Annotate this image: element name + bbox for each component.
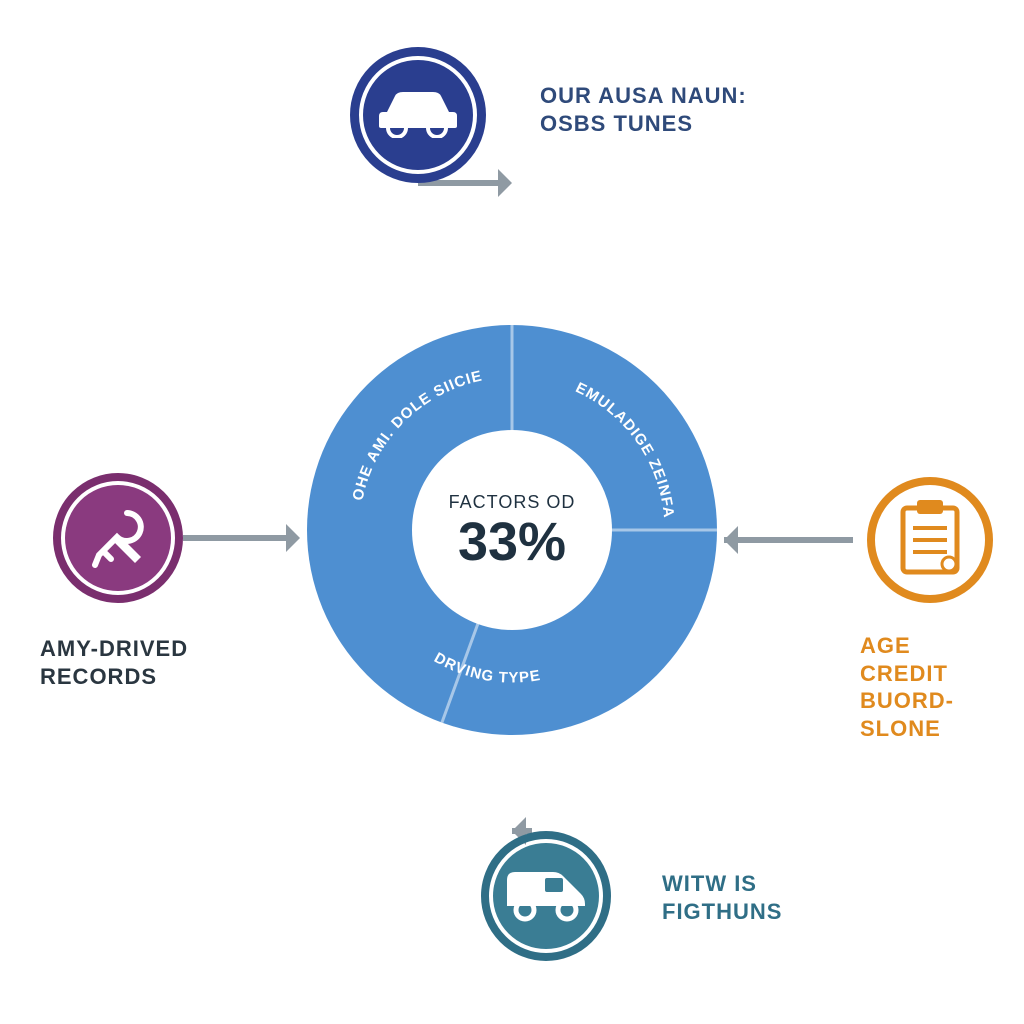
van-icon — [501, 866, 591, 922]
car-icon — [375, 88, 461, 138]
badge-label-line: BUORD-SLONE — [860, 687, 1024, 742]
badge-top — [350, 47, 486, 183]
keys-icon — [83, 501, 153, 571]
badge-label-top: OUR AUSA NAUN:OSBS TUNES — [540, 82, 747, 137]
badge-right — [867, 477, 993, 603]
badge-label-line: OSBS TUNES — [540, 110, 747, 138]
badge-label-right: AGECREDITBUORD-SLONE — [860, 632, 1024, 742]
badge-label-line: OUR AUSA NAUN: — [540, 82, 747, 110]
badge-label-line: AGE — [860, 632, 1024, 660]
donut-ring-labels: OHE AMI. DOLE SIICIE EMULADIGE ZEINFA DRVI… — [307, 325, 717, 735]
keys-icon — [83, 501, 153, 576]
donut-slice-label: EMULADIGE ZEINFA — [573, 379, 677, 519]
badge-label-left: AMY-DRIVEDRECORDS — [40, 635, 188, 690]
clipboard-icon — [895, 498, 965, 583]
clipboard-icon — [895, 498, 965, 578]
badge-label-bottom: WITW ISFIGTHUNS — [662, 870, 782, 925]
badge-label-line: CREDIT — [860, 660, 1024, 688]
badge-label-line: AMY-DRIVED — [40, 635, 188, 663]
donut-slice-label: OHE AMI. DOLE SIICIE — [349, 367, 484, 502]
badge-label-line: RECORDS — [40, 663, 188, 691]
badge-bottom — [481, 831, 611, 961]
donut-slice-label: DRVING TYPE — [431, 649, 542, 686]
badge-label-line: WITW IS — [662, 870, 782, 898]
van-icon — [501, 866, 591, 927]
badge-left — [53, 473, 183, 603]
car-icon — [375, 88, 461, 143]
badge-label-line: FIGTHUNS — [662, 898, 782, 926]
